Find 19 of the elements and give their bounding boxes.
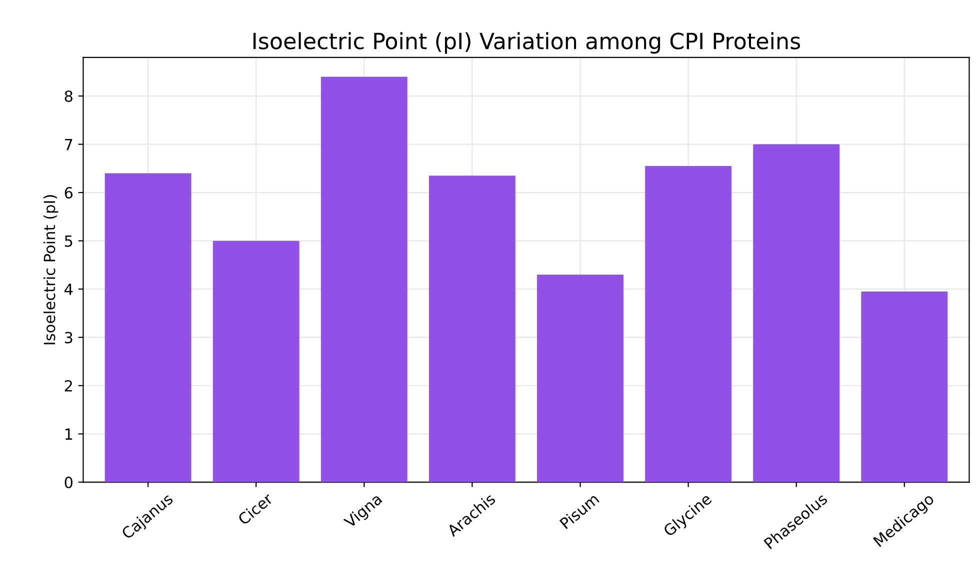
bar: [645, 166, 732, 482]
y-tick-label: 4: [64, 284, 73, 295]
chart-title: Isoelectric Point (pI) Variation among CPI Proteins: [253, 32, 800, 54]
bar: [537, 274, 624, 482]
y-tick-label: 1: [65, 428, 72, 440]
y-tick-label: 3: [64, 332, 72, 344]
y-tick-label: 7: [65, 138, 72, 150]
y-tick-label: 6: [64, 187, 73, 199]
y-tick-label: 8: [64, 90, 72, 102]
bar: [104, 173, 192, 482]
y-tick-label: 0: [64, 476, 72, 488]
bar: [212, 240, 300, 482]
y-tick-label: 5: [64, 235, 72, 247]
bar: [861, 292, 948, 482]
bar: [753, 144, 840, 482]
bar: [428, 176, 516, 482]
bar: [320, 76, 408, 482]
y-axis-title: Isoelectric Point (pI): [43, 195, 58, 344]
y-tick-label: 2: [64, 380, 72, 392]
